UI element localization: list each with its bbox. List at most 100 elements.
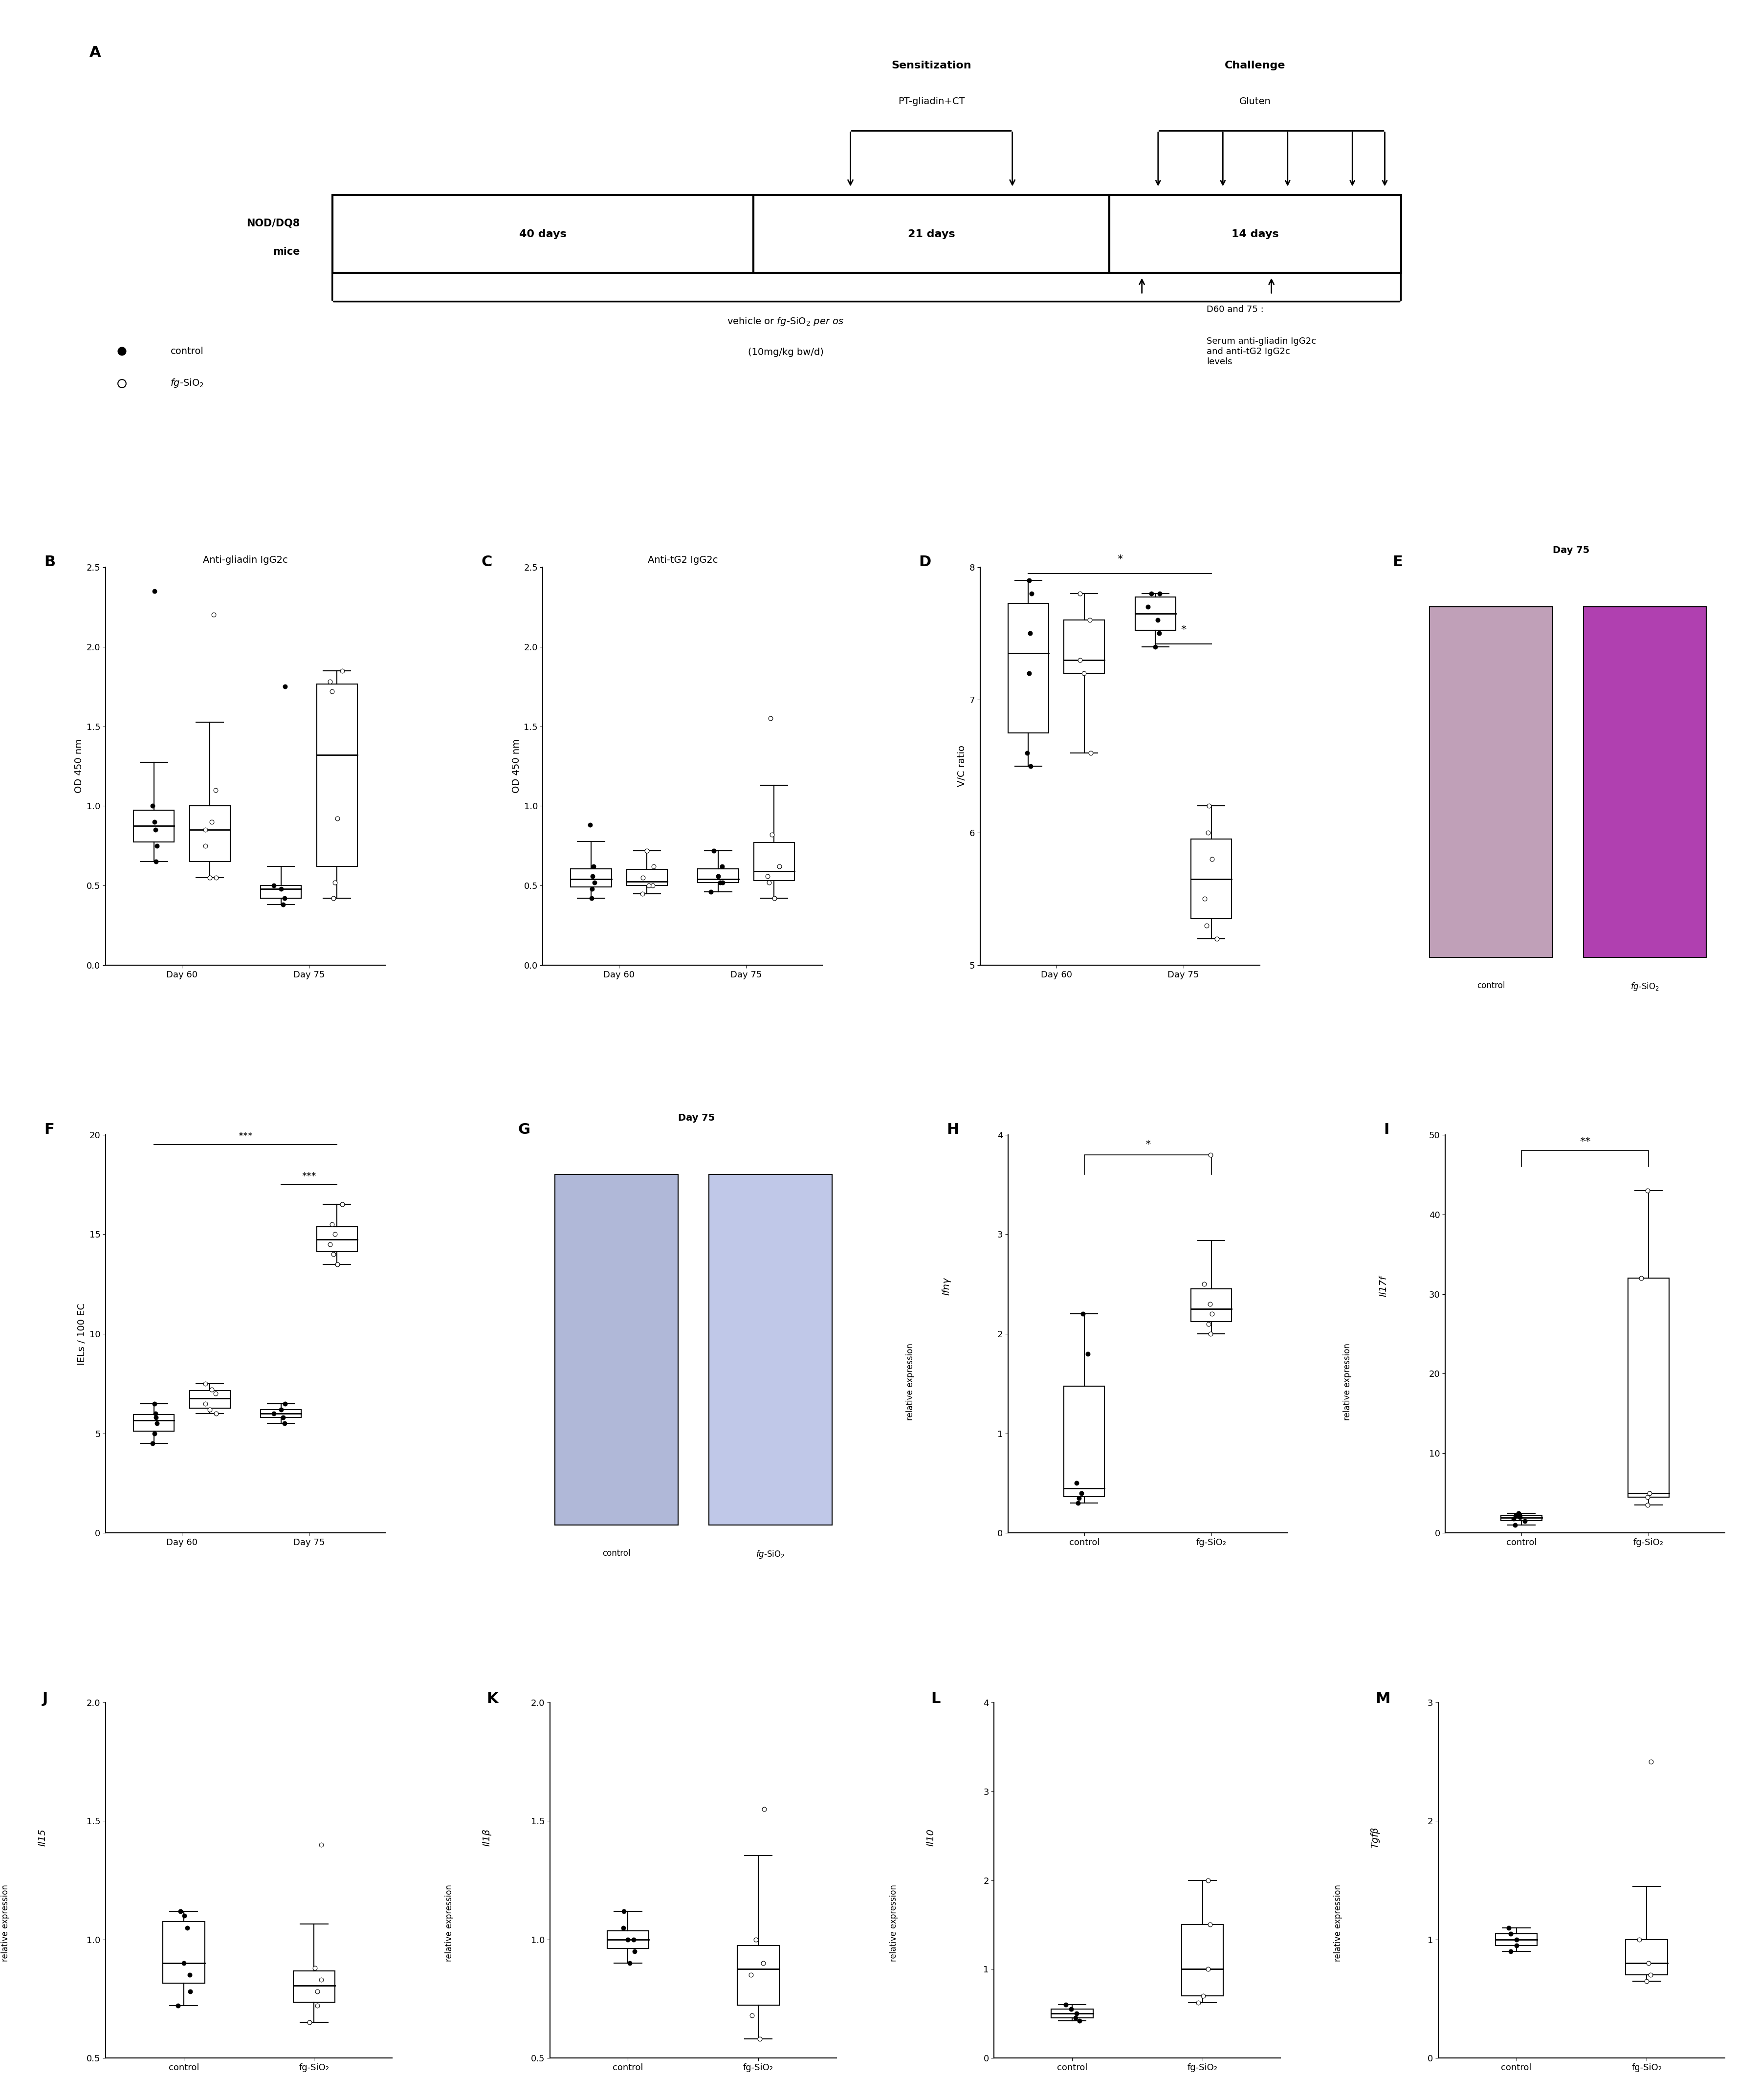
Text: *: *: [1118, 554, 1123, 565]
Point: [1192, 909, 1220, 943]
Text: Challenge: Challenge: [1225, 61, 1285, 71]
Text: NOD/DQ8: NOD/DQ8: [246, 218, 299, 229]
Point: [1068, 1298, 1096, 1331]
Point: [164, 1989, 192, 2022]
Point: [616, 1947, 644, 1980]
Text: F: F: [44, 1124, 55, 1136]
Bar: [753, 195, 1109, 273]
Point: [1628, 1262, 1656, 1296]
Text: mice: mice: [273, 248, 299, 256]
Point: [320, 865, 348, 899]
Point: [171, 1898, 199, 1932]
Point: [1146, 578, 1174, 611]
Point: [1065, 1487, 1093, 1520]
Text: Il1β: Il1β: [482, 1829, 491, 1846]
Point: [176, 1974, 204, 2008]
Point: [639, 869, 667, 903]
Point: [628, 861, 656, 895]
Point: [576, 808, 604, 842]
Point: [1193, 1953, 1221, 1987]
Point: [269, 888, 297, 922]
Point: [201, 773, 229, 806]
Bar: [190, 806, 231, 861]
Point: [708, 851, 736, 884]
Text: G: G: [517, 1124, 530, 1136]
Point: [1637, 1959, 1665, 1993]
Point: [141, 804, 169, 838]
Point: [614, 1924, 642, 1957]
Bar: [1181, 1926, 1223, 1995]
Point: [202, 861, 231, 895]
Point: [1190, 1266, 1218, 1300]
Point: [141, 1397, 169, 1430]
Point: [1016, 617, 1044, 651]
Point: [1195, 1909, 1223, 1943]
Text: relative expression: relative expression: [889, 1884, 898, 1961]
Point: [195, 861, 224, 895]
Point: [167, 1894, 195, 1928]
Text: Tgfβ: Tgfβ: [1371, 1827, 1380, 1848]
Point: [1017, 578, 1045, 611]
Text: control: control: [1477, 981, 1505, 989]
Point: [1061, 2001, 1089, 2035]
Text: L: L: [931, 1693, 940, 1705]
Text: Serum anti-gliadin IgG2c
and anti-tG2 IgG2c
levels: Serum anti-gliadin IgG2c and anti-tG2 Ig…: [1207, 338, 1316, 365]
Point: [319, 674, 347, 708]
Point: [171, 1947, 199, 1980]
Point: [301, 1951, 329, 1985]
Point: [700, 834, 729, 867]
Text: $\it{fg}$-SiO$_2$: $\it{fg}$-SiO$_2$: [1630, 981, 1660, 991]
Text: I: I: [1383, 1124, 1389, 1136]
Bar: [1063, 1386, 1105, 1497]
Point: [327, 653, 356, 687]
Point: [1074, 1338, 1102, 1371]
Point: [1637, 1745, 1665, 1779]
Title: Anti-gliadin IgG2c: Anti-gliadin IgG2c: [202, 556, 289, 565]
Point: [1184, 1987, 1213, 2020]
Y-axis label: V/C ratio: V/C ratio: [957, 746, 966, 788]
Point: [1635, 1947, 1663, 1980]
Bar: [607, 1930, 649, 1949]
Point: [579, 859, 607, 892]
Point: [634, 834, 662, 867]
Point: [1063, 1466, 1091, 1499]
Text: *: *: [1146, 1140, 1151, 1149]
Point: [172, 1911, 201, 1945]
Point: [697, 876, 725, 909]
Point: [1065, 2003, 1093, 2037]
Point: [320, 1218, 348, 1252]
Text: J: J: [42, 1693, 48, 1705]
Text: Ifnγ: Ifnγ: [942, 1277, 950, 1296]
Point: [271, 1407, 299, 1441]
Point: [577, 872, 605, 905]
Point: [201, 598, 229, 632]
Point: [1058, 1993, 1086, 2027]
Point: [609, 1894, 637, 1928]
Point: [197, 1373, 225, 1407]
Point: [750, 1793, 778, 1827]
Point: [635, 869, 664, 903]
Bar: [1192, 1289, 1232, 1321]
Point: [1065, 1480, 1093, 1514]
Point: [271, 670, 299, 704]
Point: [319, 1237, 347, 1270]
Point: [143, 1401, 171, 1434]
Point: [1199, 1298, 1227, 1331]
Text: relative expression: relative expression: [1343, 1344, 1352, 1420]
Point: [1051, 1989, 1079, 2022]
Point: [1197, 1287, 1225, 1321]
Point: [1202, 922, 1230, 956]
Text: relative expression: relative expression: [445, 1884, 454, 1961]
Point: [1144, 603, 1172, 636]
Point: [324, 1247, 352, 1281]
Point: [269, 1401, 297, 1434]
Point: [1494, 1911, 1522, 1945]
Text: control: control: [602, 1550, 630, 1558]
Point: [1503, 1928, 1531, 1961]
Point: [141, 813, 169, 846]
Bar: [570, 869, 611, 886]
Point: [195, 1392, 224, 1426]
Point: [1077, 737, 1105, 771]
Point: [1510, 1504, 1538, 1537]
Bar: [164, 1922, 204, 1982]
